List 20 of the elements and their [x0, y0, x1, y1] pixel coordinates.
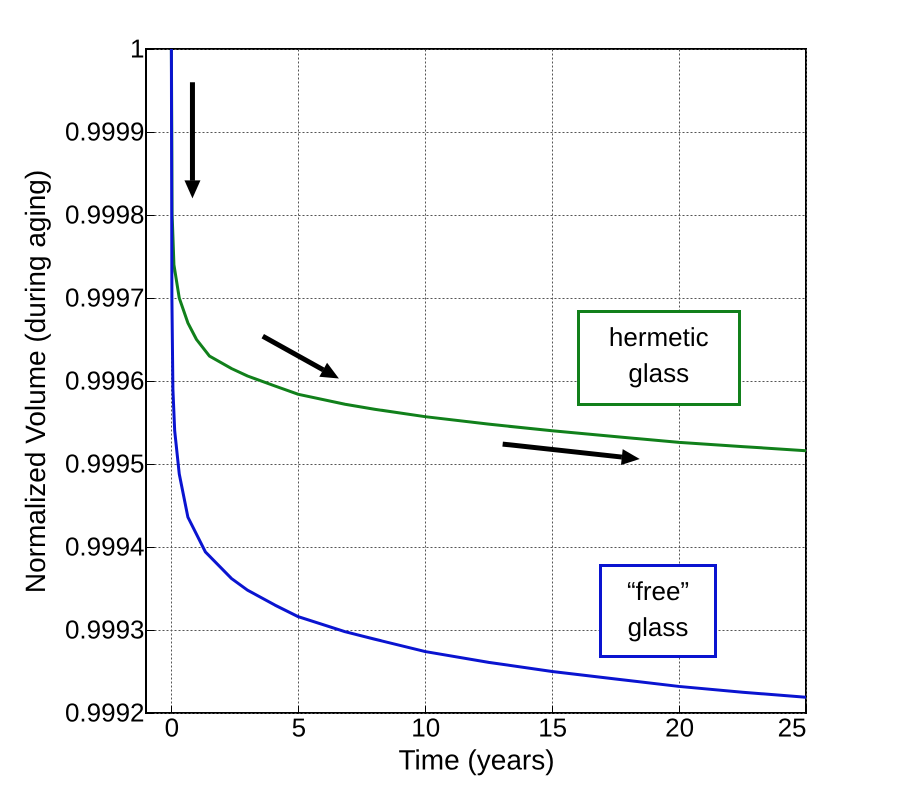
- annotation: hermetic glass: [576, 310, 741, 406]
- y-tick-label: 0.9999: [64, 116, 144, 146]
- y-tick-label: 0.9996: [64, 366, 144, 396]
- annotation: “free” glass: [598, 564, 718, 658]
- y-axis-title: Normalized Volume (during aging): [20, 170, 51, 594]
- x-tick-label: 20: [665, 712, 694, 742]
- y-tick-label: 0.9992: [64, 698, 144, 728]
- x-tick-label: 25: [778, 712, 806, 742]
- y-tick-label: 1: [130, 34, 144, 64]
- x-tick-label: 10: [411, 712, 440, 742]
- x-tick-label: 5: [292, 712, 306, 742]
- y-tick-label: 0.9993: [64, 614, 144, 644]
- y-tick-label: 0.9995: [64, 448, 144, 478]
- y-tick-label: 0.9998: [64, 200, 144, 230]
- x-tick-label: 15: [538, 712, 568, 742]
- y-tick-label: 0.9994: [64, 532, 144, 562]
- y-tick-label: 0.9997: [64, 282, 144, 312]
- x-tick-label: 0: [164, 712, 180, 742]
- x-axis-title: Time (years): [398, 744, 555, 776]
- line-series: [170, 49, 806, 699]
